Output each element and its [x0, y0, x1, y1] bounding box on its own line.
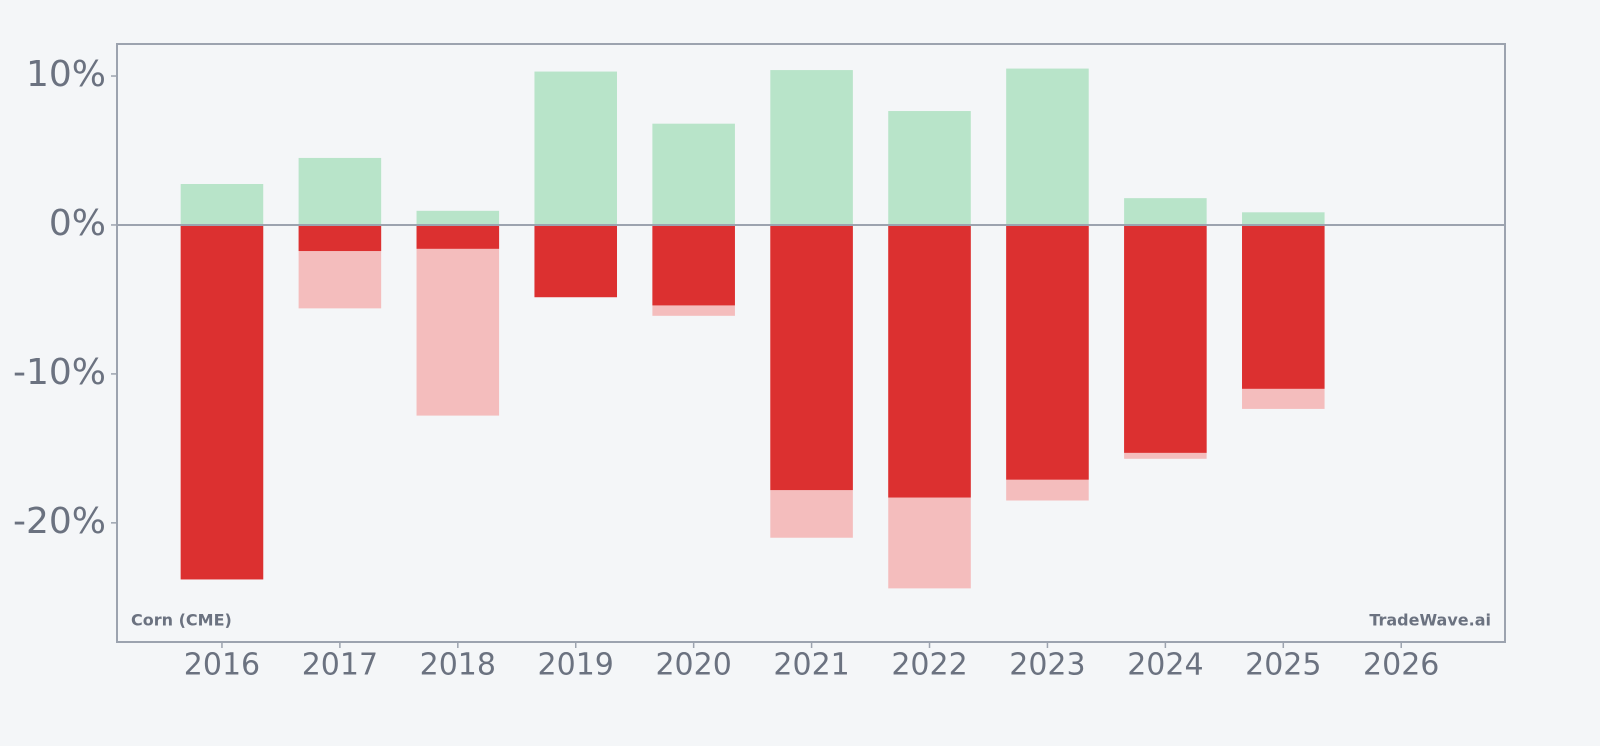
bar [180, 224, 264, 580]
bar [534, 71, 618, 225]
y-tick-label: -10% [13, 352, 106, 393]
y-tick-label: -20% [13, 501, 106, 542]
x-tick-label: 2023 [1009, 648, 1085, 683]
bar [416, 210, 500, 225]
bar [1006, 68, 1089, 225]
annotation: Corn (CME) [131, 611, 232, 630]
bar [298, 157, 382, 225]
bar [888, 111, 971, 225]
bar [770, 70, 853, 225]
bar [416, 224, 500, 249]
x-tick-label: 2017 [302, 648, 378, 683]
bar [652, 123, 735, 225]
annotation: TradeWave.ai [1369, 611, 1491, 630]
bar [180, 184, 264, 225]
y-tick-label: 10% [26, 54, 106, 95]
bar [770, 224, 853, 491]
bar [652, 224, 735, 306]
x-tick-label: 2021 [773, 648, 849, 683]
bar [888, 224, 971, 498]
bar [298, 224, 382, 252]
bar [1242, 224, 1325, 389]
x-tick-label: 2020 [655, 648, 731, 683]
bar [1006, 224, 1089, 480]
y-tick-label: 0% [49, 203, 106, 244]
x-tick-label: 2025 [1245, 648, 1321, 683]
bar [1124, 224, 1207, 453]
x-tick-label: 2018 [420, 648, 496, 683]
bar [1124, 198, 1207, 225]
x-tick-label: 2022 [891, 648, 967, 683]
x-tick-label: 2024 [1127, 648, 1203, 683]
x-tick-label: 2019 [538, 648, 614, 683]
x-tick-label: 2026 [1363, 648, 1439, 683]
bar [534, 224, 618, 298]
x-tick-label: 2016 [184, 648, 260, 683]
bar [1242, 212, 1325, 225]
bar [416, 224, 500, 416]
